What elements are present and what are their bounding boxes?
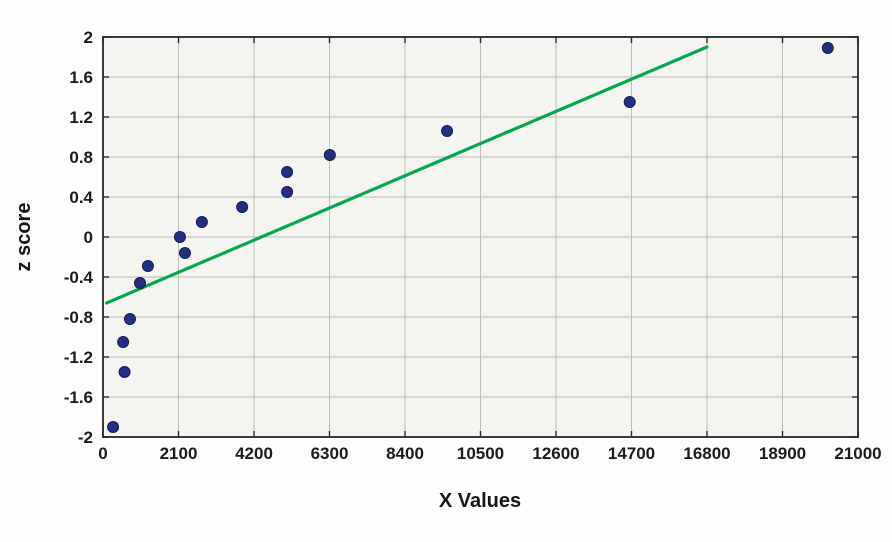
data-points [107,42,834,433]
svg-text:1.6: 1.6 [69,68,93,87]
gridlines [103,37,858,437]
svg-text:1.2: 1.2 [69,108,93,127]
svg-text:-2: -2 [78,428,93,447]
svg-text:6300: 6300 [311,444,349,463]
svg-text:2: 2 [84,28,93,47]
svg-text:-0.4: -0.4 [64,268,94,287]
svg-text:12600: 12600 [532,444,579,463]
svg-text:21000: 21000 [834,444,881,463]
svg-text:-0.8: -0.8 [64,308,93,327]
svg-text:-1.2: -1.2 [64,348,93,367]
svg-text:-1.6: -1.6 [64,388,93,407]
svg-text:14700: 14700 [608,444,655,463]
svg-text:4200: 4200 [235,444,273,463]
svg-text:18900: 18900 [759,444,806,463]
x-axis-title: X Values [439,490,521,512]
svg-text:0.4: 0.4 [69,188,93,207]
svg-text:0.8: 0.8 [69,148,93,167]
normal-fit-line [104,45,709,305]
svg-text:0: 0 [84,228,93,247]
svg-text:8400: 8400 [386,444,424,463]
plot-border [102,36,859,438]
y-axis-title: z score [13,203,35,272]
svg-text:16800: 16800 [683,444,730,463]
x-tick-labels: 0 2100 4200 6300 8400 10500 12600 14700 16800 189… [98,444,881,463]
svg-text:10500: 10500 [457,444,504,463]
y-tick-labels: -2 -1.6 -1.2 -0.8 -0.4 0 0.4 0.8 1.2 1.6 2 [64,28,94,447]
svg-text:2100: 2100 [160,444,198,463]
svg-text:0: 0 [98,444,107,463]
